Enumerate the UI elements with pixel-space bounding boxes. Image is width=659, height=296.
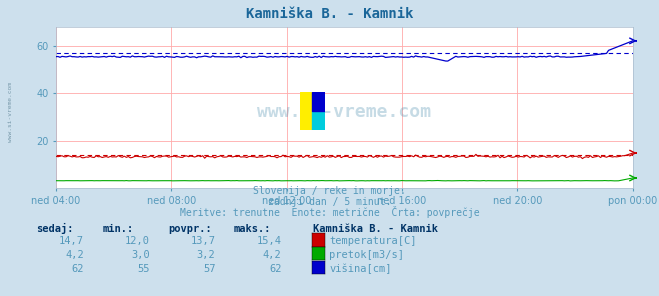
Text: zadnji dan / 5 minut.: zadnji dan / 5 minut.: [268, 197, 391, 207]
Text: sedaj:: sedaj:: [36, 223, 74, 234]
Text: 14,7: 14,7: [59, 236, 84, 246]
Text: višina[cm]: višina[cm]: [330, 263, 392, 274]
Text: 3,0: 3,0: [131, 250, 150, 260]
Text: 12,0: 12,0: [125, 236, 150, 246]
Text: www.si-vreme.com: www.si-vreme.com: [8, 83, 13, 142]
Text: povpr.:: povpr.:: [168, 224, 212, 234]
Text: 57: 57: [203, 264, 215, 274]
Text: pretok[m3/s]: pretok[m3/s]: [330, 250, 405, 260]
Text: 55: 55: [137, 264, 150, 274]
Text: min.:: min.:: [102, 224, 133, 234]
Text: 62: 62: [269, 264, 281, 274]
Text: 15,4: 15,4: [256, 236, 281, 246]
Bar: [300, 92, 312, 130]
Bar: [312, 92, 325, 111]
Text: temperatura[C]: temperatura[C]: [330, 236, 417, 246]
Text: 3,2: 3,2: [197, 250, 215, 260]
Text: maks.:: maks.:: [234, 224, 272, 234]
Text: 62: 62: [71, 264, 84, 274]
Text: Slovenija / reke in morje.: Slovenija / reke in morje.: [253, 186, 406, 196]
Text: www.si-vreme.com: www.si-vreme.com: [257, 103, 432, 121]
Text: Meritve: trenutne  Enote: metrične  Črta: povprečje: Meritve: trenutne Enote: metrične Črta: …: [180, 206, 479, 218]
Text: 4,2: 4,2: [263, 250, 281, 260]
Text: 4,2: 4,2: [65, 250, 84, 260]
Text: Kamniška B. - Kamnik: Kamniška B. - Kamnik: [313, 224, 438, 234]
Bar: [312, 111, 325, 130]
Text: Kamniška B. - Kamnik: Kamniška B. - Kamnik: [246, 7, 413, 21]
Text: 13,7: 13,7: [190, 236, 215, 246]
